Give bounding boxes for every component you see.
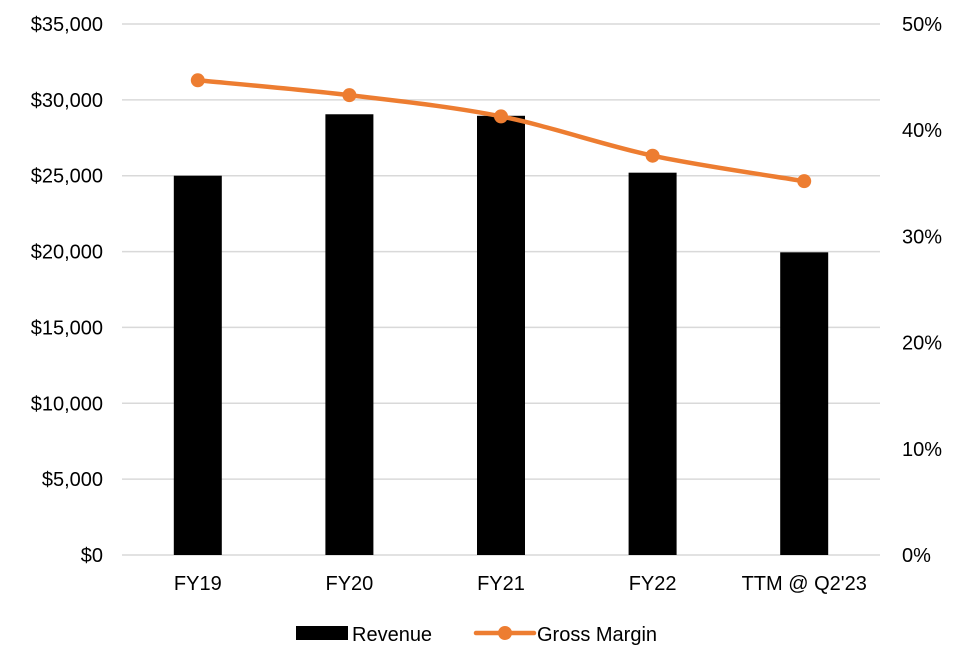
right-axis-tick-label: 30% [902,226,942,248]
gross-margin-markers [190,73,812,189]
left-axis-tick-label: $5,000 [42,469,103,491]
revenue-bar [325,114,374,556]
right-axis-tick-label: 20% [902,333,942,355]
left-axis-tick-label: $15,000 [31,317,103,339]
gross-margin-point [645,148,660,163]
right-axis: 0% 10% 20% 30% 40% 50% [902,14,942,567]
gross-margin-point [190,73,205,88]
x-axis-tick-label: FY22 [629,573,677,595]
revenue-bar [780,252,829,555]
left-axis-tick-label: $30,000 [31,90,103,112]
revenue-bar [173,175,222,555]
legend: Revenue Gross Margin [296,624,657,646]
right-axis-tick-label: 50% [902,14,942,36]
legend-swatch-gross-margin-marker [498,626,512,640]
revenue-bar [628,172,677,555]
x-axis-tick-label: FY21 [477,573,525,595]
x-axis-tick-label: FY20 [325,573,373,595]
left-axis-tick-label: $25,000 [31,166,103,188]
right-axis-tick-label: 0% [902,545,931,567]
right-axis-tick-label: 40% [902,120,942,142]
left-axis-tick-label: $10,000 [31,393,103,415]
legend-label-revenue: Revenue [352,624,432,646]
left-axis-tick-label: $0 [81,545,103,567]
legend-label-gross-margin: Gross Margin [537,624,657,646]
right-axis-tick-label: 10% [902,439,942,461]
revenue-bars [173,114,829,556]
left-axis-tick-label: $35,000 [31,14,103,36]
gross-margin-point [797,174,812,189]
left-axis-tick-label: $20,000 [31,242,103,264]
legend-swatch-revenue [296,626,348,640]
gross-margin-point [342,88,357,103]
x-axis-tick-label: FY19 [174,573,222,595]
revenue-bar [477,115,525,555]
x-axis: FY19 FY20 FY21 FY22 TTM @ Q2'23 [174,573,867,595]
gross-margin-point [494,109,508,124]
x-axis-tick-label: TTM @ Q2'23 [742,573,867,595]
left-axis: $0 $5,000 $10,000 $15,000 $20,000 $25,000 $30,… [31,14,103,567]
